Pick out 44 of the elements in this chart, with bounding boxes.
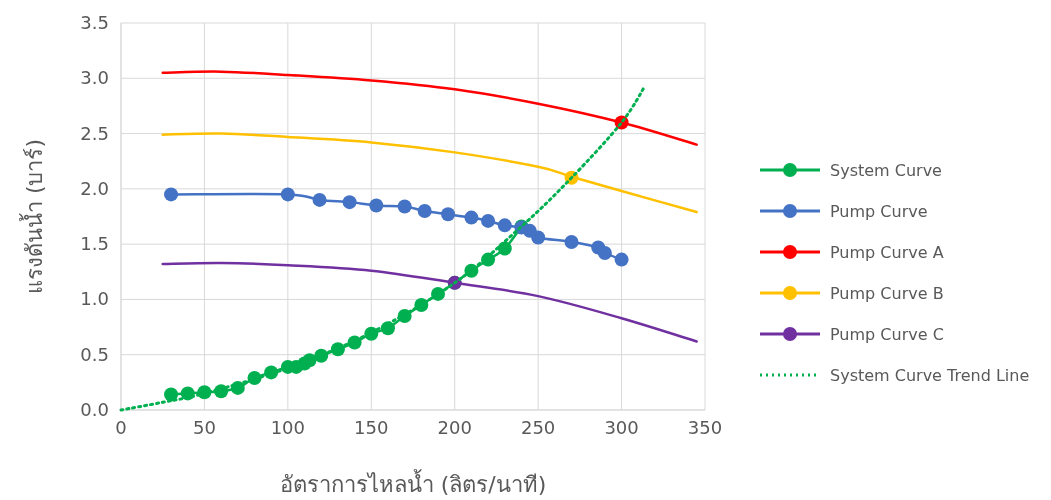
x-tick-label: 0	[115, 417, 127, 438]
point	[614, 252, 629, 267]
y-tick-label: 3.5	[80, 12, 109, 33]
x-tick-label: 150	[354, 417, 389, 438]
point	[417, 203, 432, 218]
x-tick-label: 350	[687, 417, 723, 438]
y-tick-label: 1.5	[80, 233, 109, 255]
y-tick-label: 3.0	[80, 67, 109, 89]
x-tick-label: 50	[192, 417, 216, 438]
y-tick-label: 2.5	[80, 122, 109, 144]
point	[564, 234, 579, 249]
x-tick-label: 250	[520, 417, 556, 438]
point	[441, 207, 456, 222]
point	[369, 198, 384, 213]
line-series	[161, 261, 698, 343]
x-tick-label: 100	[270, 417, 306, 438]
legend-label: System Curve	[830, 161, 942, 180]
point	[531, 230, 546, 245]
x-tick-label: 300	[604, 417, 639, 438]
point	[312, 192, 327, 207]
point	[280, 187, 295, 202]
line-series	[161, 70, 698, 146]
x-axis-title: อัตราการไหลน้ำ (ลิตร/นาที)	[279, 469, 547, 497]
y-axis-title: แรงดันน้ำ (บาร์)	[19, 138, 47, 295]
y-tick-label: 1.0	[80, 288, 109, 310]
point	[597, 245, 612, 260]
legend-label: Pump Curve C	[830, 325, 944, 344]
point	[342, 195, 357, 210]
point	[164, 187, 179, 202]
y-tick-label: 2.0	[80, 177, 109, 199]
x-tick-label: 200	[437, 417, 472, 438]
legend-label: Pump Curve	[830, 202, 928, 221]
point	[481, 213, 496, 228]
point	[497, 218, 512, 233]
y-tick-label: 0.5	[80, 343, 109, 365]
point	[164, 387, 179, 402]
line-series	[119, 84, 647, 412]
legend-label: System Curve Trend Line	[830, 366, 1030, 385]
y-tick-label: 0.0	[80, 399, 109, 420]
point	[397, 199, 412, 214]
line-series	[161, 132, 698, 214]
legend-label: Pump Curve A	[830, 243, 944, 262]
legend-label: Pump Curve B	[830, 284, 944, 303]
point	[464, 210, 479, 225]
